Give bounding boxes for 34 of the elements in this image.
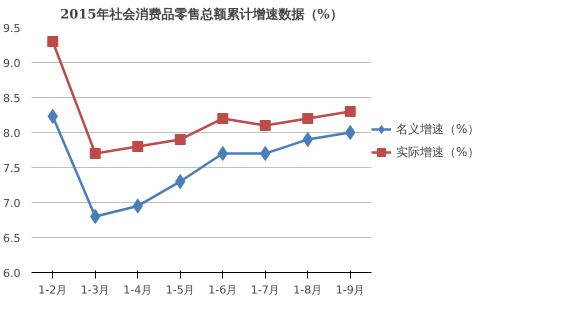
y-tick-label: 7.5 [3,162,21,175]
x-tick-label: 1-4月 [123,284,152,296]
point [90,148,101,159]
point [174,134,186,145]
point [302,132,313,147]
point [302,113,314,124]
point [132,141,144,152]
y-tick-label: 9.0 [3,57,21,70]
point [218,146,228,161]
legend-label: 名义增速（%） [396,120,480,138]
y-tick-label: 8.5 [3,92,21,105]
point [90,209,100,224]
point [260,146,270,161]
y-tick-label: 8.0 [3,127,21,140]
x-tick-label: 1-2月 [38,284,68,296]
y-tick-label: 9.5 [3,22,21,35]
x-tick-label: 1-3月 [80,284,110,296]
point [175,174,186,189]
y-tick-label: 7.0 [3,197,21,210]
point [260,120,271,131]
point [47,36,58,47]
point [345,125,356,140]
x-tick-label: 1-7月 [250,284,280,296]
point [344,106,356,117]
x-tick-label: 1-5月 [166,284,195,296]
point [217,113,228,124]
x-tick-label: 1-9月 [336,284,365,296]
y-tick-label: 6.5 [3,232,21,245]
x-tick-label: 1-8月 [293,284,322,296]
y-tick-label: 6.0 [3,267,21,280]
legend-label: 实际增速（%） [396,144,480,160]
chart-title: 2015年社会消费品零售总额累计增速数据（%） [60,6,343,22]
point [132,198,143,214]
x-tick-label: 1-6月 [208,284,238,296]
